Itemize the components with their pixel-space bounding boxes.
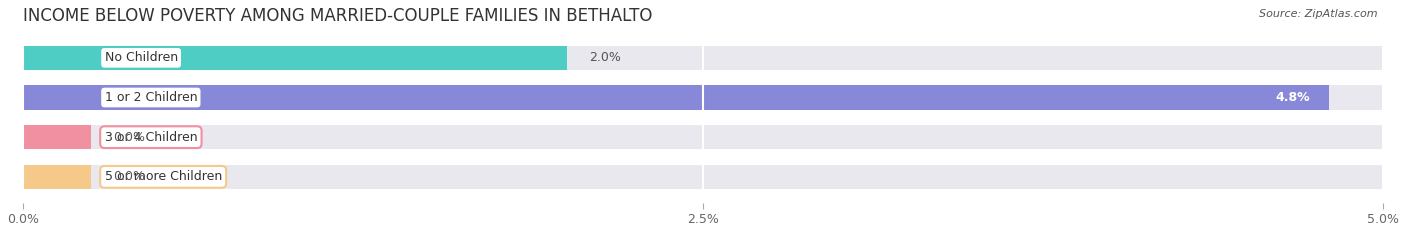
Bar (22, 85, 1384, 110)
Text: 0.0%: 0.0% (112, 170, 145, 183)
Text: Source: ZipAtlas.com: Source: ZipAtlas.com (1260, 9, 1378, 19)
Bar (22, 125, 1384, 150)
Text: INCOME BELOW POVERTY AMONG MARRIED-COUPLE FAMILIES IN BETHALTO: INCOME BELOW POVERTY AMONG MARRIED-COUPL… (22, 7, 652, 25)
Bar (22, 125, 91, 150)
Text: No Children: No Children (104, 51, 177, 64)
Bar (22, 45, 1384, 70)
Bar (22, 85, 1329, 110)
Bar (22, 164, 91, 189)
Text: 0.0%: 0.0% (112, 131, 145, 144)
Text: 3 or 4 Children: 3 or 4 Children (104, 131, 197, 144)
Text: 4.8%: 4.8% (1275, 91, 1309, 104)
Text: 1 or 2 Children: 1 or 2 Children (104, 91, 197, 104)
Text: 5 or more Children: 5 or more Children (104, 170, 222, 183)
Text: 2.0%: 2.0% (589, 51, 620, 64)
Bar (22, 164, 1384, 189)
Bar (22, 45, 567, 70)
